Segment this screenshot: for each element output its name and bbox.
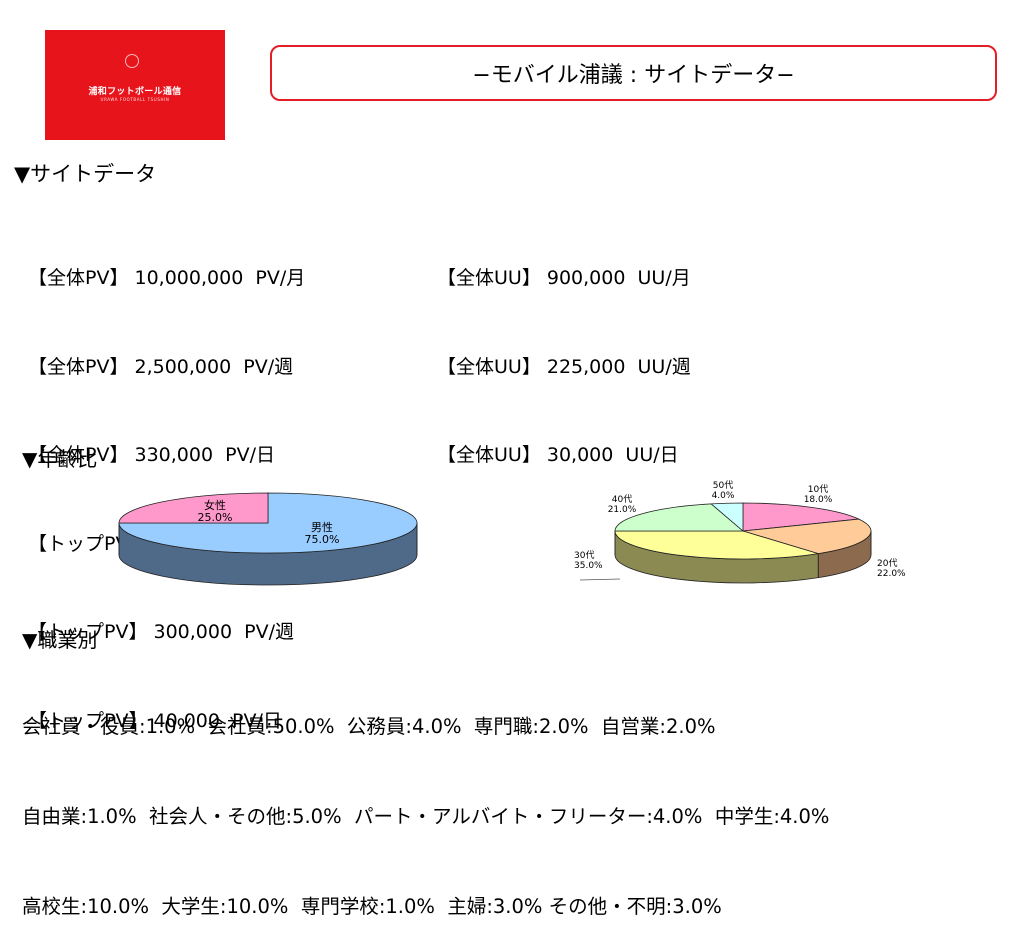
pie-slice: [710, 502, 744, 532]
logo-subtitle: URAWA FOOTBALL TSUSHIN: [100, 97, 170, 102]
stat-row: 【全体PV】 10,000,000 PV/月: [28, 267, 306, 289]
stat-row: 【全体PV】 330,000 PV/日: [28, 444, 276, 466]
occupation-breakdown: 会社員・役員:1.0% 会社員:50.0% 公務員:4.0% 専門職:2.0% …: [22, 652, 829, 952]
stat-row: 【全体UU】 900,000 UU/月: [437, 267, 691, 289]
occupation-line: 高校生:10.0% 大学生:10.0% 専門学校:1.0% 主婦:3.0% その…: [22, 895, 722, 918]
stat-row: 【トップPV】 40,000 PV/日: [28, 709, 282, 732]
pie-slice-value: 22.0%: [877, 569, 906, 579]
emblem-icon: [125, 54, 139, 68]
pie-slice: [118, 492, 418, 554]
pie-slice-label: 10代: [808, 484, 828, 495]
pie-leader-line: [579, 578, 621, 581]
occupation-line: 会社員・役員:1.0% 会社員:50.0% 公務員:4.0% 専門職:2.0% …: [22, 715, 716, 738]
stat-row: 【全体UU】 225,000 UU/週: [437, 355, 691, 378]
page-title: −モバイル浦議 : サイトデータ−: [472, 63, 795, 88]
brand-logo: 浦和フットボール通信 URAWA FOOTBALL TSUSHIN: [45, 30, 225, 140]
stat-row: 【全体UU】 30,000 UU/日: [437, 444, 679, 466]
pie-slice: [742, 518, 872, 555]
pie-slice-value: 4.0%: [712, 491, 735, 501]
pie-slice-label: 男性: [311, 520, 333, 534]
pie-slice: [614, 503, 745, 532]
pie-slice-value: 25.0%: [198, 511, 233, 524]
logo-name: 浦和フットボール通信: [88, 87, 182, 97]
pie-slice: [118, 492, 269, 524]
pie-slice-value: 21.0%: [608, 505, 637, 515]
pie-slice-label: 30代: [574, 550, 594, 561]
title-banner: −モバイル浦議 : サイトデータ−: [270, 45, 997, 101]
pie-slice-label: 40代: [612, 494, 632, 505]
occupation-heading: ▼職業別: [22, 628, 98, 652]
site-data-heading: ▼サイトデータ: [14, 162, 157, 186]
stat-row: 【全体PV】 2,500,000 PV/週: [28, 355, 294, 378]
pie-slice-label: 20代: [877, 558, 897, 569]
pie-slice-value: 75.0%: [305, 533, 340, 546]
pie-slice: [742, 502, 861, 532]
pie-slice: [614, 530, 819, 560]
occupation-line: 自由業:1.0% 社会人・その他:5.0% パート・アルバイト・フリーター:4.…: [22, 805, 830, 828]
pie-slice-value: 35.0%: [574, 561, 603, 571]
pie-slice-label: 50代: [713, 480, 733, 491]
pie-slice-label: 女性: [204, 498, 226, 512]
pie-slice-value: 18.0%: [804, 495, 833, 505]
age-heading: ▼年齢比: [22, 447, 98, 471]
stat-row: 【トップPV】 300,000 PV/週: [28, 621, 295, 643]
uu-stats: 【全体UU】 900,000 UU/月 【全体UU】 225,000 UU/週 …: [437, 205, 691, 500]
